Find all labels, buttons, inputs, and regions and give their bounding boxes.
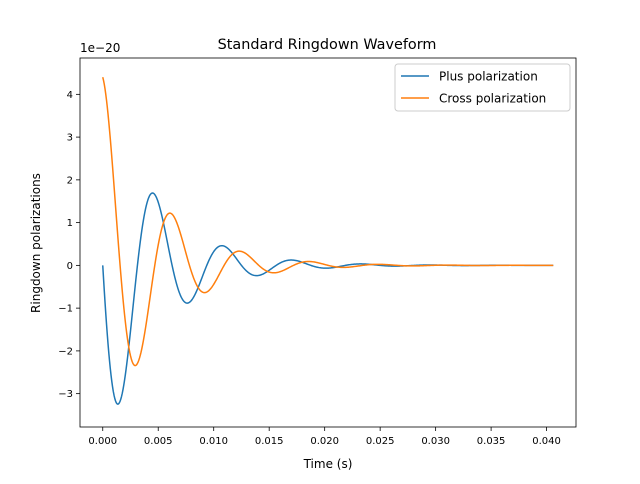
plus-polarization-line [102,192,554,405]
y-axis-label: Ringdown polarizations [29,173,43,313]
y-tick-label: −2 [58,346,73,357]
y-tick-label: −1 [58,304,73,315]
legend: Plus polarization Cross polarization [394,63,571,112]
y-tick-label: 2 [67,175,73,186]
x-tick-label: 0.040 [532,436,561,447]
series-layer [102,77,554,405]
cross-polarization-line [102,77,554,367]
x-tick-label: 0.030 [421,436,450,447]
y-tick-label: 3 [67,133,73,144]
x-tick-label: 0.015 [255,436,284,447]
legend-label-plus: Plus polarization [439,70,538,84]
y-tick-label: 0 [67,261,73,272]
y-tick-label: 4 [67,90,73,101]
y-offset-label: 1e−20 [80,41,120,55]
plot-frame [79,57,577,428]
x-tick-label: 0.020 [310,436,339,447]
chart-title: Standard Ringdown Waveform [218,37,437,53]
y-tick-label: 1 [67,218,73,229]
x-axis-label: Time (s) [303,457,353,471]
legend-box [394,63,571,112]
tick-layer: 0.000 0.005 0.010 0.015 0.020 0.025 0.030 0.035… [58,90,561,447]
x-tick-label: 0.005 [144,436,173,447]
y-tick-label: −3 [58,389,73,400]
x-tick-label: 0.035 [477,436,506,447]
x-tick-label: 0.025 [366,436,395,447]
x-tick-label: 0.010 [199,436,228,447]
x-tick-label: 0.000 [88,436,117,447]
legend-label-cross: Cross polarization [439,92,546,106]
